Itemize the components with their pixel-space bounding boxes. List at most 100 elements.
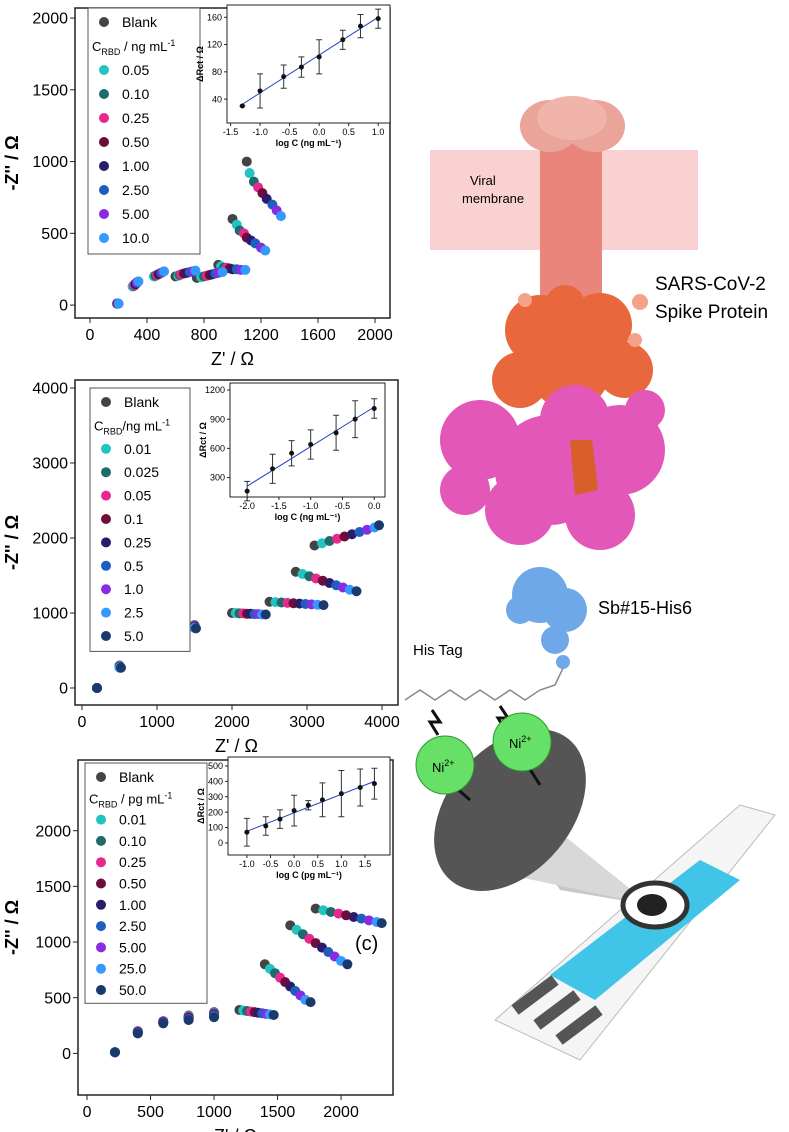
ion-charge: 2+ bbox=[444, 758, 454, 768]
y-tick-label: 500 bbox=[44, 990, 71, 1007]
x-tick-label: 0.0 bbox=[288, 859, 301, 869]
data-point bbox=[277, 816, 283, 822]
x-tick-label: 2000 bbox=[357, 327, 393, 344]
data-point bbox=[239, 103, 245, 109]
data-point bbox=[339, 531, 350, 542]
legend-marker bbox=[99, 233, 109, 243]
legend-title: CRBD/ng mL-1 bbox=[94, 417, 170, 436]
legend-label: 0.25 bbox=[124, 534, 151, 550]
legend-title-base: C bbox=[89, 791, 98, 806]
legend-marker bbox=[101, 443, 111, 454]
data-point bbox=[133, 276, 144, 287]
legend-box bbox=[89, 387, 191, 652]
y-tick-label: 120 bbox=[207, 40, 222, 50]
legend-label: 0.025 bbox=[124, 464, 159, 480]
y-tick-label: 3000 bbox=[32, 456, 68, 473]
legend-label: 0.1 bbox=[124, 511, 144, 527]
y-tick-label: 200 bbox=[208, 807, 223, 817]
data-point bbox=[260, 609, 271, 620]
x-tick-label: 400 bbox=[134, 327, 161, 344]
x-tick-label: 1200 bbox=[243, 327, 279, 344]
annotation: (c) bbox=[355, 933, 378, 955]
data-point bbox=[347, 529, 358, 540]
legend-marker bbox=[96, 942, 106, 953]
y-tick-label: 40 bbox=[212, 94, 222, 104]
y-tick-label: 2000 bbox=[35, 823, 71, 840]
data-point bbox=[298, 64, 304, 70]
x-tick-label: -1.5 bbox=[271, 501, 287, 511]
inset-chart: -1.0 -0.5 0.0 0.5 1.0 1.5 0 100 200 300 400 500 log … bbox=[196, 756, 391, 880]
legend-marker bbox=[99, 65, 109, 75]
legend-marker bbox=[101, 607, 111, 618]
data-point bbox=[217, 267, 228, 278]
data-point bbox=[91, 682, 102, 693]
x-tick-label: -1.5 bbox=[223, 127, 239, 137]
legend-label: 5.00 bbox=[122, 206, 149, 222]
y-tick-label: 2000 bbox=[32, 11, 68, 28]
x-tick-label: -1.0 bbox=[252, 127, 268, 137]
spike-highlights bbox=[518, 293, 648, 347]
data-point bbox=[352, 416, 358, 422]
label: Viral bbox=[470, 173, 496, 188]
x-axis-label: log C (pg mL⁻¹) bbox=[276, 870, 342, 880]
data-point bbox=[310, 903, 321, 914]
legend-label: 2.50 bbox=[119, 918, 146, 934]
legend-label: 25.0 bbox=[119, 961, 146, 977]
data-point bbox=[325, 906, 336, 917]
y-axis-label: ΔRct / Ω bbox=[198, 422, 208, 458]
legend-label: 0.10 bbox=[122, 86, 149, 102]
legend-marker bbox=[99, 137, 109, 147]
data-point bbox=[113, 298, 124, 309]
x-axis-label: Z' / Ω bbox=[215, 736, 258, 756]
data-point bbox=[316, 54, 322, 60]
data-point bbox=[371, 405, 377, 411]
x-tick-label: 1600 bbox=[300, 327, 336, 344]
x-tick-label: -1.0 bbox=[303, 501, 319, 511]
legend-marker bbox=[96, 921, 106, 932]
legend-marker bbox=[99, 17, 109, 27]
data-point bbox=[209, 1012, 220, 1023]
electrode-contacts bbox=[511, 975, 603, 1045]
data-point bbox=[308, 441, 314, 447]
legend-title: CRBD / ng mL-1 bbox=[92, 38, 175, 57]
data-point bbox=[354, 527, 365, 538]
x-axis-label: log C (ng mL⁻¹) bbox=[275, 512, 341, 522]
data-point bbox=[244, 488, 250, 494]
x-axis-label: log C (ng mL⁻¹) bbox=[276, 138, 342, 148]
inset-chart: -1.5 -1.0 -0.5 0.0 0.5 1.0 40 80 120 160 log C (ng… bbox=[195, 4, 391, 148]
y-axis-label: ΔRct / Ω bbox=[196, 788, 206, 824]
bond-symbol bbox=[427, 709, 443, 736]
legend-label: 5.00 bbox=[119, 939, 146, 955]
data-point bbox=[309, 540, 320, 551]
legend-label: Blank bbox=[124, 394, 160, 410]
illustration: Viral membrane SARS-CoV-2 Spike Protein … bbox=[404, 96, 776, 1061]
x-tick-label: 1.0 bbox=[335, 859, 348, 869]
ion-charge: 2+ bbox=[521, 734, 531, 744]
legend-title-sub: RBD bbox=[98, 799, 118, 809]
spike-head bbox=[492, 285, 653, 410]
plot-frame bbox=[226, 4, 391, 124]
data-point bbox=[159, 266, 170, 277]
legend-marker bbox=[99, 161, 109, 171]
y-tick-label: 1000 bbox=[32, 606, 68, 623]
legend-label: 0.10 bbox=[119, 833, 146, 849]
data-point bbox=[357, 23, 363, 29]
x-tick-label: 800 bbox=[191, 327, 218, 344]
legend-label: 0.50 bbox=[119, 876, 146, 892]
x-tick-label: 1000 bbox=[139, 714, 175, 731]
legend-label: 2.5 bbox=[124, 605, 144, 621]
x-tick-label: 1.0 bbox=[372, 127, 385, 137]
x-tick-label: -0.5 bbox=[263, 859, 279, 869]
legend-title-base: C bbox=[92, 39, 101, 54]
data-point bbox=[190, 623, 201, 634]
x-tick-label: -0.5 bbox=[335, 501, 351, 511]
y-tick-label: 0 bbox=[59, 681, 68, 698]
data-point bbox=[305, 802, 311, 808]
data-point bbox=[348, 911, 359, 922]
data-point bbox=[270, 466, 276, 472]
label: Sb#15-His6 bbox=[598, 598, 692, 618]
x-tick-label: -0.5 bbox=[282, 127, 298, 137]
plot-frame bbox=[229, 382, 386, 498]
legend-label: 0.5 bbox=[124, 558, 144, 574]
data-point bbox=[317, 538, 328, 549]
